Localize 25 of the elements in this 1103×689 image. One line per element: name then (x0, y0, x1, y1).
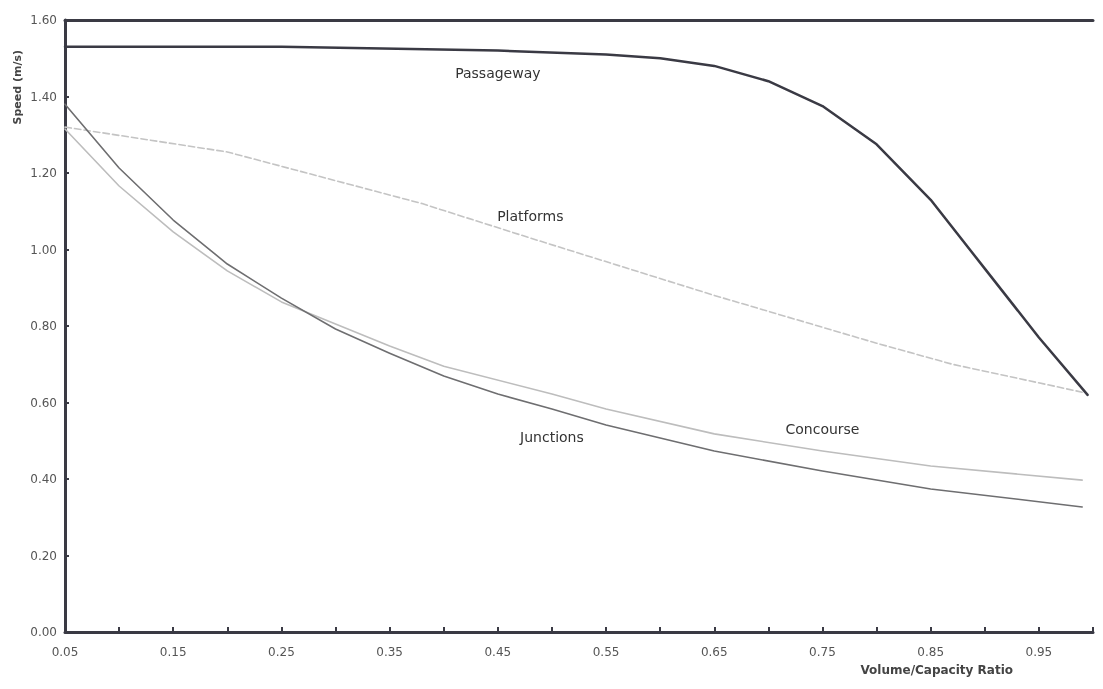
y-tick-label: 1.40 (30, 89, 57, 104)
x-tick-label: 0.35 (376, 645, 403, 659)
series-label: Junctions (519, 429, 584, 445)
series-label: Platforms (497, 208, 564, 225)
x-tick-label: 0.75 (809, 645, 836, 659)
x-tick-label: 0.55 (592, 645, 620, 659)
y-tick-label: 0.00 (30, 625, 57, 639)
y-axis-title: Speed (m/s) (11, 50, 24, 125)
y-tick-label: 0.60 (30, 395, 57, 410)
series-label: Passageway (455, 64, 541, 81)
y-tick-label: 1.00 (30, 242, 57, 257)
x-tick-label: 0.15 (159, 645, 187, 659)
y-tick-label: 0.40 (30, 472, 57, 486)
x-tick-label: 0.95 (1025, 645, 1053, 659)
x-axis-title: Volume/Capacity Ratio (860, 663, 1013, 677)
x-tick-label: 0.85 (917, 645, 945, 659)
y-tick-label: 0.20 (30, 548, 57, 563)
y-tick-label: 1.60 (30, 13, 57, 27)
x-tick-label: 0.25 (268, 645, 295, 659)
x-tick-label: 0.05 (51, 645, 79, 659)
x-tick-label: 0.45 (484, 645, 512, 659)
x-tick-label: 0.65 (700, 645, 728, 659)
y-tick-label: 1.20 (30, 166, 57, 180)
y-tick-label: 0.80 (30, 319, 57, 333)
series-label: Concourse (785, 421, 860, 438)
